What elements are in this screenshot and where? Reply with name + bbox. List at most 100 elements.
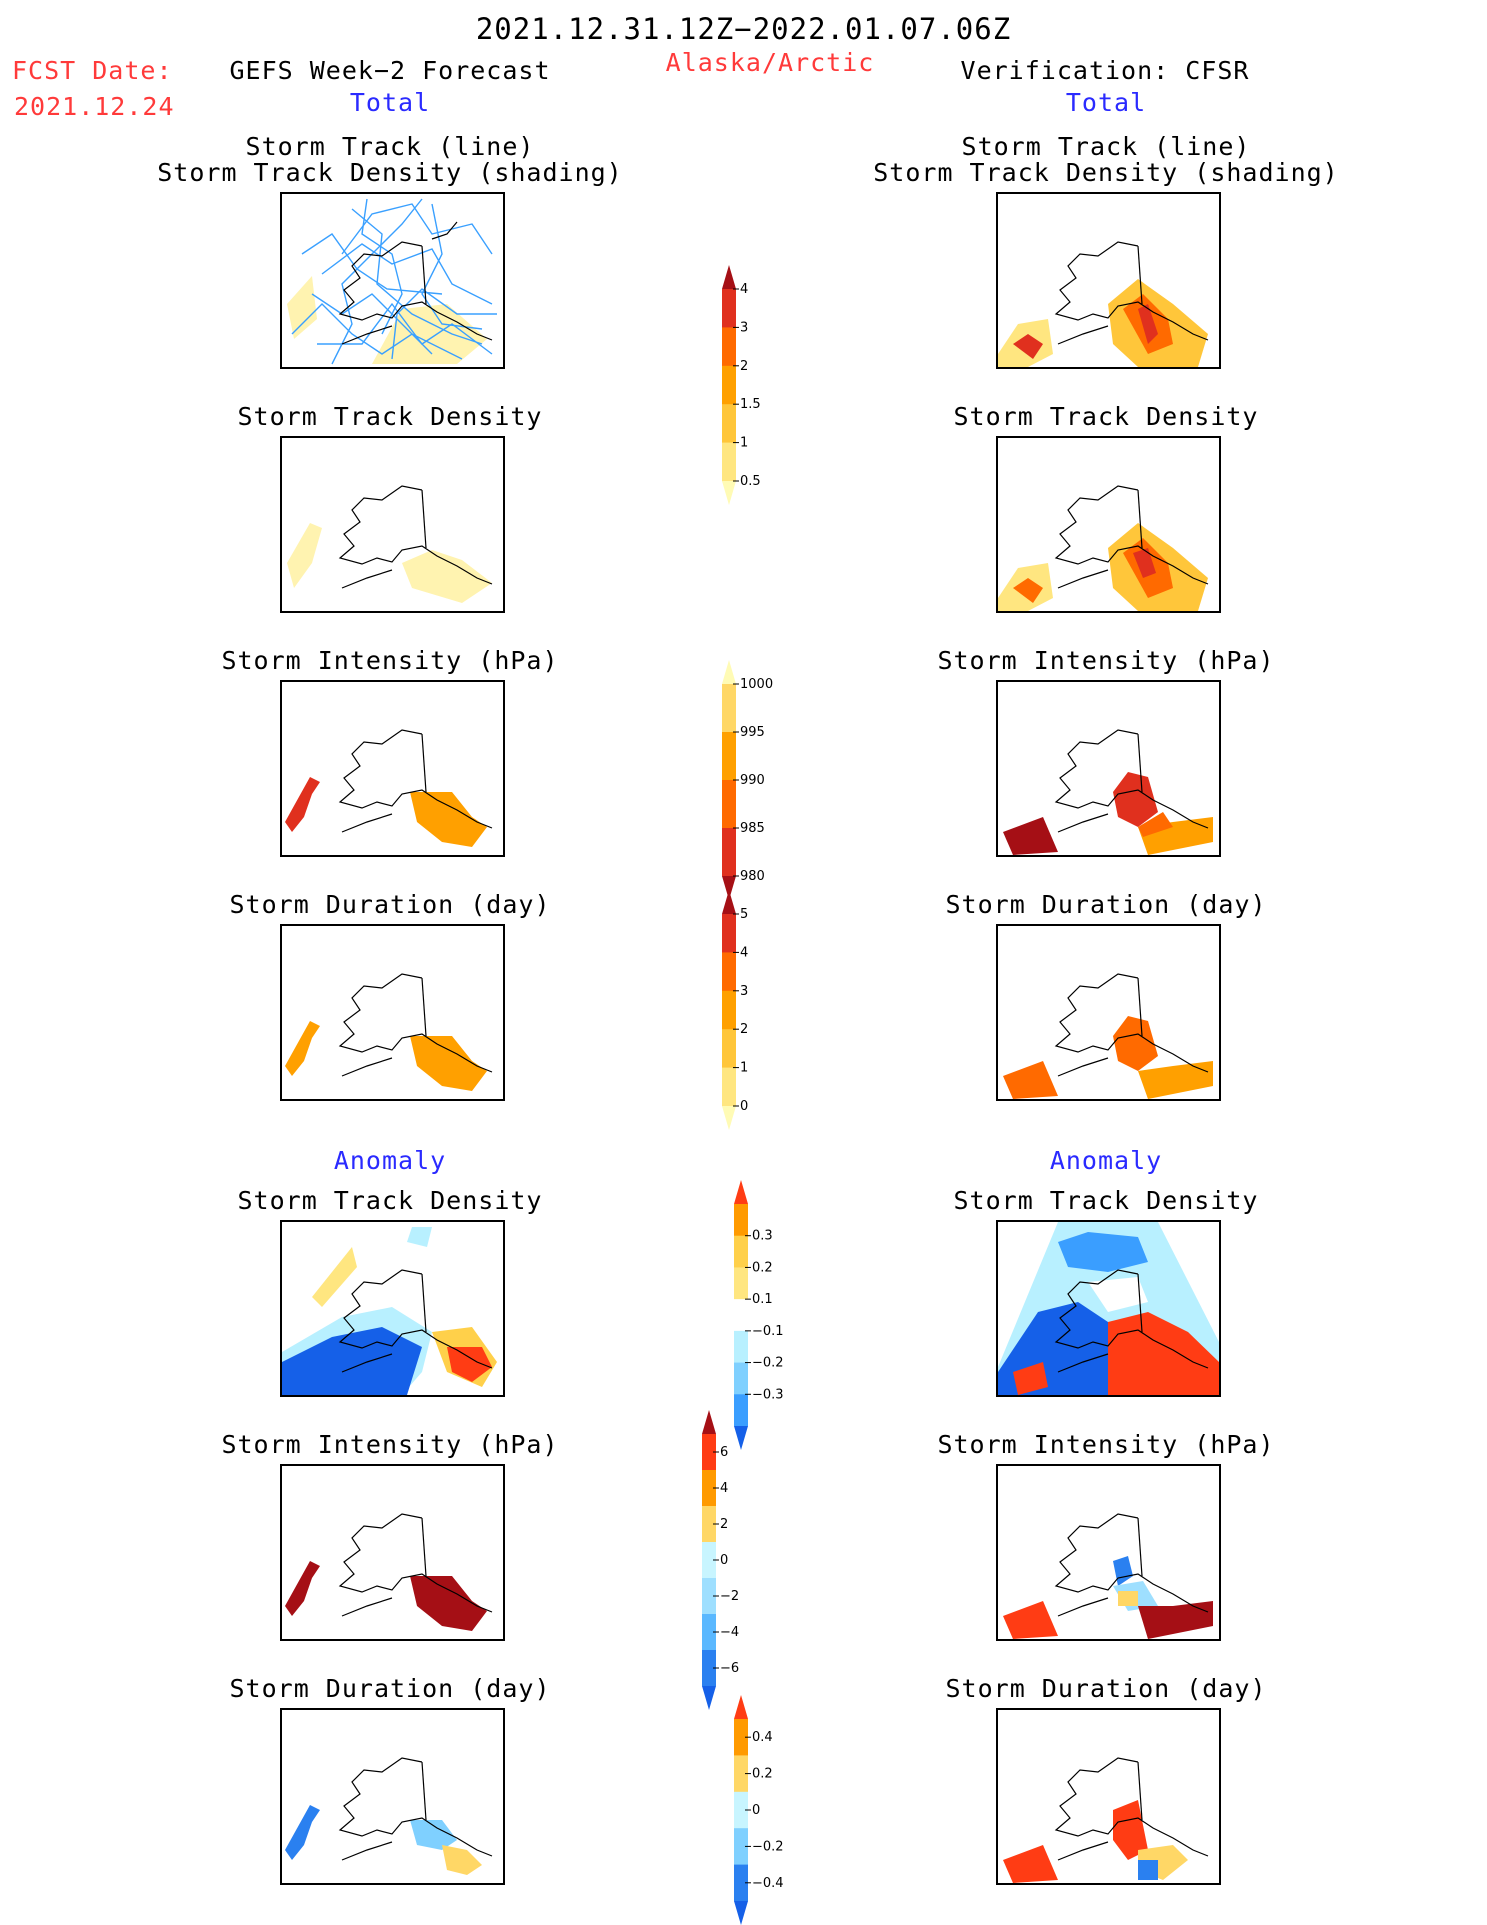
colorbar-segment [734,1755,748,1793]
colorbar-top-cap [734,1695,748,1719]
colorbar-tick-label: −0.1 [752,1324,784,1339]
colorbar-tick-label: 0 [720,1553,728,1568]
map-panel-right-duration-anom [996,1708,1221,1885]
colorbar-tick-label: 4 [720,1481,728,1496]
title-intensity-anom-right: Storm Intensity (hPa) [937,1430,1275,1459]
colorbar-segment [722,780,736,829]
colorbar-bottom-cap [722,481,736,505]
colorbar-top-cap [722,265,736,289]
colorbar-segment [734,1330,748,1364]
colorbar-tick-label: 2 [720,1517,728,1532]
verification-title: Verification: CFSR [960,56,1250,85]
colorbar-tick-label: 3 [740,320,748,335]
colorbar-duration-anom: 0.4 0.2 0 −0.2 −0.4 [734,1695,804,1925]
title-intensity-anom-left: Storm Intensity (hPa) [221,1430,559,1459]
colorbar-tick-label: −0.4 [752,1876,784,1891]
colorbar-tick-label: −0.2 [752,1839,784,1854]
colorbar-segment [722,952,736,992]
colorbar-tick-label: 1 [740,1061,748,1076]
title-density-left: Storm Track Density [237,402,543,431]
colorbar-top-cap [734,1180,748,1204]
title-track-shading-right: Storm Track Density (shading) [873,158,1339,187]
colorbar-intensity-anom: 6 4 2 0 −2 −4 −6 [702,1410,772,1710]
colorbar-segment [722,442,736,482]
colorbar-tick-label: 0.2 [752,1767,773,1782]
colorbar-tick-label: 990 [740,773,765,788]
anomaly-right-label: Anomaly [1049,1146,1163,1175]
colorbar-tick-label: 1 [740,436,748,451]
colorbar-top-cap [702,1410,716,1434]
map-panel-right-track [996,192,1221,369]
map-panel-left-track [280,192,505,369]
map-panel-right-intensity [996,680,1221,857]
title-intensity-left: Storm Intensity (hPa) [221,646,559,675]
colorbar-segment [734,1267,748,1300]
colorbar-segment [722,327,736,367]
title-density-right: Storm Track Density [953,402,1259,431]
colorbar-segment [702,1506,716,1543]
colorbar-segment [722,990,736,1030]
colorbar-tick-label: 1.5 [740,397,761,412]
colorbar-top-cap [722,890,736,914]
colorbar-duration-total: 5 4 3 2 1 0 [722,890,792,1130]
colorbar-tick-label: 980 [740,869,765,884]
period-title: 2021.12.31.12Z−2022.01.07.06Z [475,12,1012,46]
title-duration-right: Storm Duration (day) [945,890,1267,919]
colorbar-segment [702,1578,716,1615]
colorbar-tick-label: 3 [740,984,748,999]
colorbar-tick-label: 0.5 [740,474,761,489]
colorbar-tick-label: 0 [752,1803,760,1818]
colorbar-tick-label: 2 [740,359,748,374]
colorbar-intensity-total: 1000 995 990 985 980 [722,660,792,900]
title-duration-left: Storm Duration (day) [229,890,551,919]
map-panel-left-intensity-anom [280,1464,505,1641]
colorbar-bottom-cap [734,1426,748,1450]
colorbar-bottom-cap [702,1686,716,1710]
map-panel-left-duration-anom [280,1708,505,1885]
colorbar-tick-label: 6 [720,1445,728,1460]
colorbar-tick-label: −4 [720,1625,739,1640]
colorbar-segment [722,828,736,877]
colorbar-segment [702,1434,716,1471]
colorbar-top-cap [722,660,736,684]
colorbar-segment [734,1828,748,1866]
colorbar-segment [722,404,736,444]
colorbar-bottom-cap [722,876,736,900]
title-track-line-right: Storm Track (line) [961,132,1251,161]
map-panel-right-intensity-anom [996,1464,1221,1641]
fcst-label: FCST Date: [12,56,173,85]
colorbar-segment [722,1067,736,1107]
colorbar-segment [734,1235,748,1268]
colorbar-segment [722,365,736,405]
colorbar-segment [722,914,736,953]
anomaly-left-label: Anomaly [333,1146,447,1175]
colorbar-tick-label: −0.3 [752,1387,784,1402]
colorbar-tick-label: 0 [740,1099,748,1114]
colorbar-tick-label: 995 [740,725,765,740]
colorbar-tick-label: 0.1 [752,1292,773,1307]
coastline [338,221,493,345]
storm-track-lines [291,198,497,365]
colorbar-tick-label: 0.2 [752,1260,773,1275]
colorbar-tick-label: −6 [720,1661,739,1676]
left-total-label: Total [349,88,431,117]
right-total-label: Total [1065,88,1147,117]
title-intensity-right: Storm Intensity (hPa) [937,646,1275,675]
colorbar-segment [702,1614,716,1651]
title-density-anom-right: Storm Track Density [953,1186,1259,1215]
colorbar-segment [702,1542,716,1579]
colorbar-tick-label: 2 [740,1022,748,1037]
colorbar-tick-label: −0.2 [752,1356,784,1371]
density-shading [287,276,317,339]
map-panel-left-duration [280,924,505,1101]
colorbar-tick-label: 0.3 [752,1229,773,1244]
colorbar-segment [734,1864,748,1902]
colorbar-segment [702,1650,716,1687]
colorbar-bottom-cap [722,1106,736,1130]
colorbar-segment [734,1394,748,1427]
title-duration-anom-right: Storm Duration (day) [945,1674,1267,1703]
colorbar-tick-label: 0.4 [752,1730,773,1745]
colorbar-density-total: 4 3 2 1.5 1 0.5 [722,265,792,505]
colorbar-tick-label: 985 [740,821,765,836]
title-track-line-left: Storm Track (line) [245,132,535,161]
